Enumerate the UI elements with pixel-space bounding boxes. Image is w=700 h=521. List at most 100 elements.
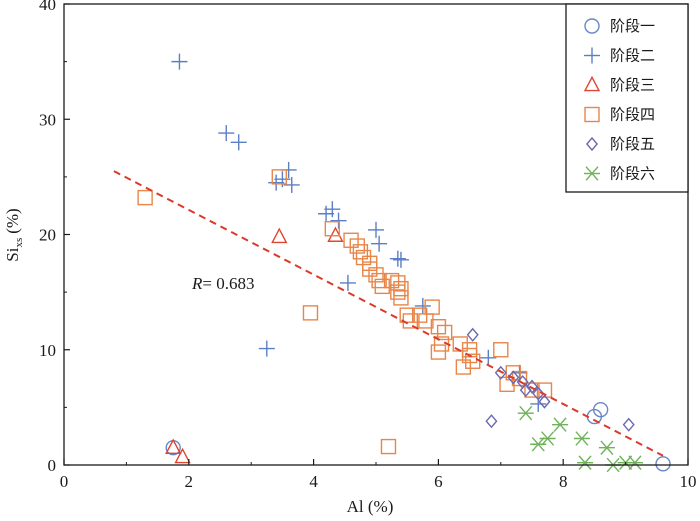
data-point-diamond-marker [466, 327, 479, 342]
data-point-square-marker [393, 290, 409, 306]
data-point-asterisk-marker [530, 436, 547, 452]
y-tick-label: 0 [48, 456, 57, 475]
data-point-square-marker [137, 189, 153, 206]
data-point-square-marker [430, 319, 447, 335]
data-point-square-marker [493, 342, 509, 358]
legend-item: 阶段四 [584, 106, 655, 124]
data-point-diamond-marker [485, 414, 498, 429]
series-5 [466, 327, 635, 432]
data-point-triangle-marker [165, 438, 182, 455]
data-point-plus-marker [530, 395, 547, 412]
data-point-triangle-marker [271, 227, 288, 244]
data-point-asterisk-marker [517, 405, 534, 421]
data-point-square-marker [455, 359, 472, 375]
data-point-square-marker [524, 382, 540, 398]
y-tick-label: 20 [39, 226, 56, 245]
data-point-plus-marker [230, 134, 247, 151]
data-point-plus-marker [318, 205, 335, 222]
data-point-diamond-marker [525, 379, 539, 394]
data-point-plus-marker [268, 174, 285, 191]
trend-line [113, 170, 664, 457]
series-4 [137, 169, 553, 455]
legend-label: 阶段四 [610, 106, 655, 124]
legend-box [565, 3, 689, 193]
legend-circle-marker [584, 18, 600, 34]
y-axis-title-main: Si [3, 247, 22, 261]
data-point-square-marker [343, 232, 359, 248]
r-annotation: R= 0.683 [191, 274, 254, 293]
x-tick-label: 0 [60, 472, 69, 491]
data-point-diamond-marker [532, 386, 545, 401]
series-1 [165, 401, 671, 472]
y-axis-title-subscript: xs [13, 238, 25, 248]
data-point-square-marker [371, 272, 387, 289]
data-point-plus-marker [414, 297, 431, 314]
data-point-square-marker [352, 244, 369, 260]
legend-label: 阶段三 [610, 76, 655, 94]
data-point-triangle-marker [174, 447, 191, 464]
data-point-square-marker [355, 249, 372, 266]
y-axis: 0 10 20 30 40 [39, 0, 70, 475]
data-point-square-marker [499, 376, 515, 393]
legend-label: 阶段五 [610, 135, 655, 153]
data-point-plus-marker [480, 349, 497, 366]
x-tick-label: 6 [434, 472, 443, 491]
data-point-square-marker [349, 238, 365, 254]
legend-diamond-marker [585, 136, 599, 152]
legend-item: 阶段五 [585, 135, 655, 153]
data-point-asterisk-marker [552, 417, 569, 432]
data-point-square-marker [461, 342, 478, 358]
data-point-asterisk-marker [598, 440, 615, 455]
y-tick-label: 40 [39, 0, 56, 14]
data-point-square-marker [390, 284, 406, 300]
x-axis-title: Al (%) [347, 497, 394, 516]
y-tick-label: 10 [39, 341, 56, 360]
data-point-plus-marker [330, 212, 347, 229]
legend-item: 阶段六 [584, 165, 655, 183]
legend-item: 阶段三 [583, 75, 655, 94]
x-tick-label: 4 [309, 472, 318, 491]
data-point-diamond-marker [622, 417, 635, 432]
data-point-square-marker [368, 267, 384, 283]
x-axis: 0 2 4 6 8 10 [60, 459, 697, 491]
data-point-square-marker [424, 299, 440, 315]
legend-label: 阶段二 [610, 47, 655, 65]
data-point-diamond-marker [519, 383, 532, 398]
x-tick-label: 10 [680, 472, 697, 491]
data-point-plus-marker [339, 274, 356, 291]
legend-item: 阶段二 [584, 47, 655, 65]
data-point-plus-marker [368, 221, 384, 238]
series-2 [171, 53, 547, 412]
data-point-asterisk-marker [573, 431, 590, 446]
data-point-square-marker [402, 313, 419, 329]
data-point-square-marker [383, 272, 400, 289]
data-point-diamond-marker [538, 394, 551, 409]
data-point-plus-marker [258, 340, 275, 357]
data-point-square-marker [411, 307, 428, 323]
data-point-square-marker [380, 438, 397, 455]
r-annotation-value: = 0.683 [202, 274, 254, 293]
data-point-circle-marker [655, 456, 671, 472]
data-point-triangle-marker [327, 226, 344, 242]
data-point-asterisk-marker [626, 455, 643, 470]
data-point-asterisk-marker [539, 431, 556, 446]
legend-plus-marker [584, 47, 600, 64]
y-axis-title: Sixs (%) [3, 208, 25, 261]
data-point-square-marker [430, 344, 447, 360]
legend-asterisk-marker [584, 166, 600, 181]
legend-square-marker [584, 106, 600, 123]
legend-label: 阶段六 [610, 165, 655, 183]
legend-label: 阶段一 [610, 17, 655, 35]
x-tick-label: 8 [559, 472, 568, 491]
x-tick-label: 2 [185, 472, 194, 491]
data-point-square-marker [393, 280, 409, 297]
y-axis-title-unit: (%) [3, 208, 22, 233]
data-point-square-marker [536, 382, 553, 398]
data-point-plus-marker [392, 251, 409, 268]
data-point-circle-marker [592, 401, 609, 418]
data-point-square-marker [271, 169, 287, 185]
data-point-plus-marker [218, 125, 235, 142]
legend-item: 阶段一 [584, 17, 655, 35]
